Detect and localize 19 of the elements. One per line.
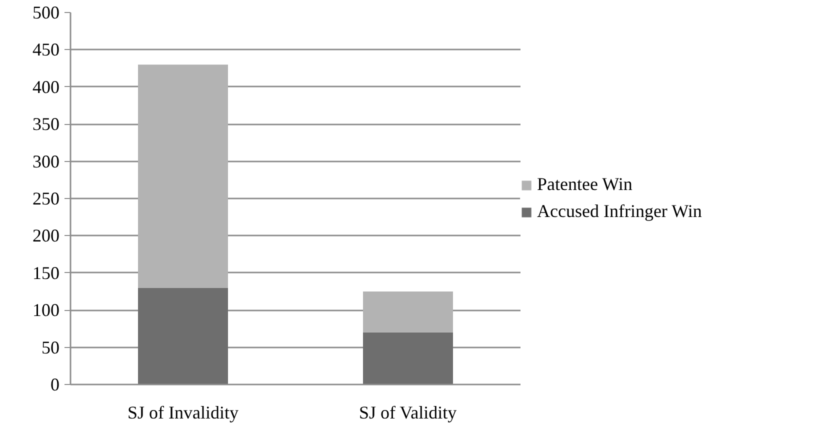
y-tick-label: 200 xyxy=(32,226,60,246)
y-tick-label: 500 xyxy=(32,2,60,22)
x-tick-label: SJ of Invalidity xyxy=(128,402,238,422)
y-tick-label: 150 xyxy=(32,262,60,283)
legend-label: Patentee Win xyxy=(536,174,632,195)
y-tick-label: 450 xyxy=(32,40,60,60)
bar xyxy=(363,332,453,384)
y-tick-label: 400 xyxy=(32,76,60,97)
y-tick-label: 250 xyxy=(32,188,60,208)
y-tick-label: 0 xyxy=(50,374,60,394)
bar xyxy=(138,288,228,384)
x-tick-label: SJ of Validity xyxy=(358,402,457,422)
bar xyxy=(138,64,228,288)
bar xyxy=(363,292,453,332)
y-tick-label: 300 xyxy=(32,151,60,172)
y-tick-label: 100 xyxy=(32,300,60,320)
y-tick-label: 50 xyxy=(42,337,60,358)
y-tick-label: 350 xyxy=(32,114,60,134)
legend-label: Accused Infringer Win xyxy=(536,201,702,222)
